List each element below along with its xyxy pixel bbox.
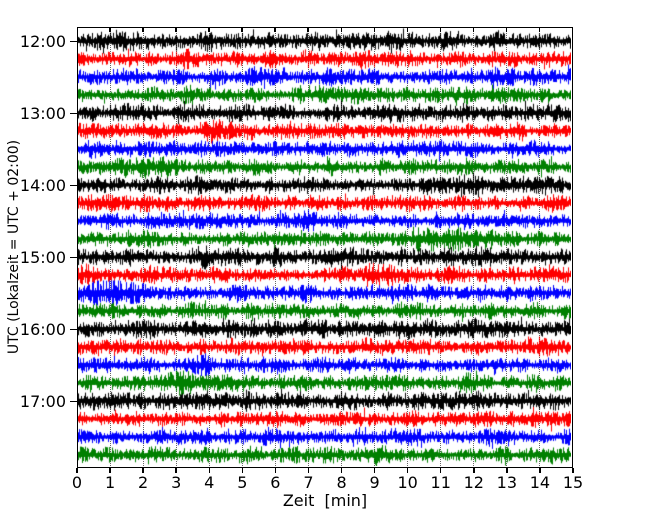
x-axis-tick — [142, 468, 144, 473]
x-axis-tick — [175, 468, 177, 473]
x-axis-tick — [76, 468, 78, 473]
x-tick-label: 6 — [270, 473, 281, 492]
x-axis-tick — [109, 468, 111, 473]
x-axis-tick — [572, 468, 574, 473]
x-axis-tick — [241, 468, 244, 473]
x-tick-label: 8 — [336, 473, 347, 492]
y-tick-label: 17:00 — [19, 391, 66, 411]
plot-area — [77, 27, 573, 468]
seismic-traces-canvas — [78, 28, 571, 466]
y-axis-tick — [70, 256, 77, 259]
y-axis-tick — [70, 328, 77, 331]
x-tick-label: 7 — [303, 473, 314, 492]
x-tick-label: 2 — [138, 473, 149, 492]
x-axis-tick — [439, 468, 442, 473]
y-tick-label: 14:00 — [19, 175, 66, 195]
x-tick-label: 15 — [562, 473, 584, 492]
x-tick-label: 3 — [171, 473, 182, 492]
x-axis-tick — [274, 468, 277, 473]
x-tick-label: 12 — [463, 473, 484, 492]
x-tick-label: 0 — [71, 473, 83, 492]
x-axis-tick — [373, 468, 376, 473]
x-tick-label: 1 — [104, 473, 116, 492]
y-axis-label: UTC (Lokalzeit = UTC + 02:00) — [6, 139, 22, 355]
y-tick-label: 15:00 — [19, 247, 66, 267]
y-tick-label: 16:00 — [19, 319, 66, 339]
x-axis-tick — [539, 468, 541, 473]
x-axis-tick — [208, 468, 211, 473]
x-tick-label: 11 — [430, 473, 451, 492]
y-tick-label: 13:00 — [19, 103, 66, 123]
x-axis-tick — [340, 468, 343, 473]
x-tick-label: 4 — [204, 473, 215, 492]
x-axis-tick — [406, 468, 409, 473]
x-tick-label: 14 — [529, 473, 551, 492]
x-tick-label: 13 — [496, 473, 518, 492]
x-tick-label: 10 — [397, 473, 418, 492]
x-axis-tick — [307, 468, 310, 473]
x-axis-tick — [506, 468, 508, 473]
x-tick-label: 9 — [369, 473, 380, 492]
y-axis-tick — [70, 40, 77, 43]
x-axis-tick — [473, 468, 475, 473]
x-tick-label: 5 — [237, 473, 248, 492]
x-axis-label: Zeit [min] — [282, 491, 368, 510]
y-axis-tick — [70, 184, 77, 187]
y-tick-label: 12:00 — [19, 31, 66, 51]
y-axis-tick — [70, 112, 77, 115]
y-axis-tick — [70, 400, 77, 403]
